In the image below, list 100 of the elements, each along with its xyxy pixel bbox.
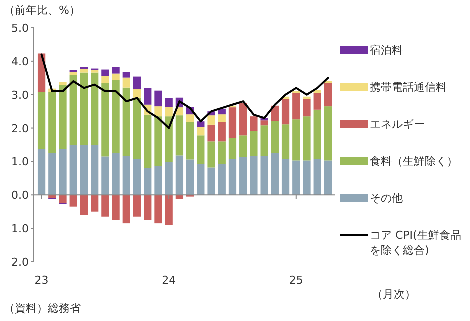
bar (38, 92, 46, 150)
bar (102, 70, 110, 76)
bar (165, 116, 173, 162)
bar (80, 69, 88, 73)
bar (186, 114, 194, 122)
bar (91, 195, 99, 212)
bar (218, 142, 226, 164)
bar (91, 72, 99, 145)
bar (59, 82, 67, 86)
bar (186, 122, 194, 160)
bar (122, 195, 130, 224)
bar (218, 122, 226, 142)
legend-label: 携帯電話通信料 (370, 81, 447, 94)
text: （資料）総務省 (4, 302, 81, 315)
bar (271, 106, 279, 122)
bar (292, 93, 300, 120)
bar (324, 83, 332, 107)
bar (176, 156, 184, 196)
bar (112, 195, 120, 220)
bar (38, 149, 46, 196)
bar (144, 114, 152, 168)
bar (133, 195, 142, 217)
bar (165, 162, 173, 196)
y-tick-label: 4.0 (12, 55, 29, 68)
legend-label: エネルギー (370, 118, 425, 131)
bar (48, 153, 56, 196)
bar (154, 106, 162, 117)
bar (228, 138, 237, 160)
bar (250, 131, 258, 156)
bar (218, 164, 226, 196)
bar (112, 74, 120, 80)
bar (133, 98, 142, 160)
bar (197, 127, 205, 136)
bar (91, 145, 99, 196)
y-tick-label: 2.0 (12, 256, 29, 269)
bar (165, 195, 173, 226)
bar (260, 156, 268, 196)
bar (80, 145, 88, 196)
bar (80, 195, 88, 216)
bar (176, 116, 184, 156)
bar (218, 114, 226, 122)
bar (208, 124, 216, 142)
bar (133, 76, 142, 90)
bar (314, 110, 322, 160)
bar (154, 195, 162, 224)
bar (314, 93, 322, 110)
x-axis-title: （月次） (372, 288, 416, 301)
bar (102, 195, 110, 217)
bar (144, 168, 152, 196)
bar (91, 70, 99, 73)
bar (292, 120, 300, 161)
y-tick-label: 1.0 (12, 156, 29, 169)
bar (112, 67, 120, 74)
legend-label: 宿泊料 (370, 44, 403, 57)
bar (303, 96, 311, 100)
legend-label: その他 (370, 192, 403, 205)
bar (133, 90, 142, 98)
bar (282, 159, 290, 196)
bar (186, 160, 194, 196)
bar (122, 156, 130, 196)
bar (197, 122, 205, 128)
bar (260, 120, 268, 126)
bar (282, 99, 290, 125)
bar (292, 160, 300, 196)
bar (240, 157, 248, 196)
bar (133, 159, 142, 196)
bar (197, 164, 205, 196)
bar (154, 116, 162, 166)
legend-label: 食料（生鮮除く） (370, 155, 458, 168)
bar (70, 145, 78, 196)
bar (208, 168, 216, 196)
bar (102, 156, 110, 196)
bar (324, 106, 332, 161)
bar (122, 88, 130, 156)
bar (260, 126, 268, 156)
bar (324, 160, 332, 196)
bar (228, 159, 237, 196)
line-series (40, 54, 330, 130)
x-tick-label: 23 (34, 274, 49, 287)
bar (59, 85, 67, 150)
bar (122, 72, 130, 78)
bar (112, 80, 120, 154)
bar (240, 136, 248, 158)
bar (70, 72, 78, 76)
bar (144, 195, 152, 220)
bar (144, 88, 152, 105)
bar (228, 108, 237, 138)
bar (48, 92, 56, 154)
bar (208, 116, 216, 125)
y-tick-label: 5.0 (12, 22, 29, 35)
bar (303, 160, 311, 196)
bar (122, 78, 130, 88)
bar (197, 136, 205, 164)
bar (154, 90, 162, 107)
y-tick-label: 0.0 (12, 189, 29, 202)
bar (303, 99, 311, 117)
legend-label: コア CPI(生鮮食品を除く総合) (370, 229, 462, 257)
bar (208, 142, 216, 168)
bar (282, 124, 290, 160)
bar (250, 116, 258, 132)
